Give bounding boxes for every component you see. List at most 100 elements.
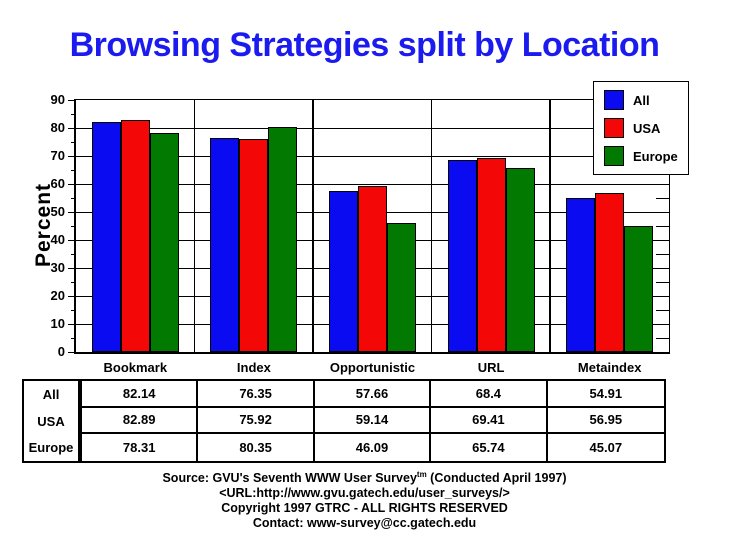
category-label-url: URL <box>477 360 505 375</box>
table-grid: 82.14 76.35 57.66 68.4 54.91 82.89 75.92 59.14 6… <box>80 379 666 463</box>
legend-swatch-all <box>604 90 624 110</box>
bar-usa-opportunistic <box>358 186 387 352</box>
y-axis-tick <box>71 141 76 143</box>
bar-europe-metaindex <box>624 226 654 352</box>
legend-swatch-europe <box>604 146 624 166</box>
plot-area: 0 10 20 30 40 50 60 70 80 90 Bookmark Index Opportun… <box>51 92 670 375</box>
y-axis-tick <box>71 281 76 283</box>
footer-source-line: Source: GVU's Seventh WWW User Surveytm … <box>162 470 567 486</box>
y-axis-minor-tick-right <box>656 309 669 311</box>
results-table: All USA Europe 82.14 76.35 57.66 68.4 54.91 82.… <box>22 379 666 463</box>
chart-title: Browsing Strategies split by Location <box>69 26 660 64</box>
y-axis-tick <box>68 211 76 213</box>
table-row-header: All <box>42 386 60 402</box>
category-label-index: Index <box>236 360 271 375</box>
table-value-cell: 82.89 <box>82 407 199 435</box>
table-value-cell: 69.41 <box>431 407 548 435</box>
bar-all-url <box>447 160 477 352</box>
y-axis-minor-tick-right <box>656 225 669 227</box>
y-axis-tick <box>71 225 76 227</box>
gridline-vertical <box>312 100 314 352</box>
bar-all-bookmark <box>91 122 121 352</box>
table-value-cell: 65.74 <box>431 434 548 461</box>
table-value-cell: 59.14 <box>314 407 432 435</box>
trademark-superscript: tm <box>416 470 427 479</box>
table-value-cell: 68.4 <box>431 381 548 408</box>
bar-usa-index <box>239 139 269 352</box>
y-axis-tick-label: 10 <box>50 316 65 331</box>
category-label-metaindex: Metaindex <box>577 360 642 375</box>
category-label-bookmark: Bookmark <box>103 360 168 375</box>
y-axis-minor-tick-right <box>656 197 669 199</box>
table-value-cell: 45.07 <box>589 440 623 456</box>
footer: Source: GVU's Seventh WWW User Surveytm … <box>0 467 729 531</box>
legend-item-all: All <box>594 90 688 110</box>
table-value-cell: 82.14 <box>82 381 199 408</box>
y-axis-tick-label: 0 <box>57 344 65 359</box>
table-value-cell: 75.92 <box>198 407 315 435</box>
y-axis-tick <box>68 295 76 297</box>
y-axis-tick-label: 50 <box>50 204 65 219</box>
y-axis-tick <box>71 169 76 171</box>
legend-item-europe: Europe <box>594 146 688 166</box>
footer-url-line: <URL:http://www.gvu.gatech.edu/user_surv… <box>219 486 510 501</box>
legend-label-all: All <box>633 92 650 108</box>
y-axis-tick <box>68 183 76 185</box>
y-axis-tick <box>71 113 76 115</box>
y-axis-tick <box>71 309 76 311</box>
y-axis-tick <box>68 99 76 101</box>
legend-item-usa: USA <box>594 118 688 138</box>
y-axis-tick <box>68 155 76 157</box>
legend-swatch-usa <box>604 118 624 138</box>
bar-usa-metaindex <box>595 193 625 352</box>
y-axis-tick <box>68 323 76 325</box>
y-axis-tick <box>71 197 76 199</box>
legend: All USA Europe <box>593 81 689 175</box>
footer-contact-line: Contact: www-survey@cc.gatech.edu <box>252 516 477 531</box>
y-axis-label: Percent <box>32 182 55 268</box>
bar-all-metaindex <box>566 198 596 352</box>
gridline-horizontal <box>76 155 669 157</box>
y-axis-minor-tick-right <box>656 337 669 339</box>
footer-copyright-line: Copyright 1997 GTRC - ALL RIGHTS RESERVE… <box>221 501 508 516</box>
row-header-column: All USA Europe <box>22 379 80 463</box>
table-value-cell: 56.95 <box>547 408 664 435</box>
y-axis-minor-tick-right <box>656 281 669 283</box>
y-axis-tick-label: 80 <box>50 120 65 135</box>
table-row-header: Europe <box>28 440 74 456</box>
gridline-horizontal <box>76 183 669 185</box>
y-axis-tick-label: 90 <box>50 92 65 107</box>
table-value-cell: 80.35 <box>198 434 315 461</box>
y-axis-tick-label: 40 <box>50 232 65 247</box>
y-axis-tick-label: 60 <box>50 176 65 191</box>
gridline-vertical <box>193 100 196 352</box>
y-axis-tick-label: 20 <box>50 288 65 303</box>
table-value-cell: 57.66 <box>314 381 432 408</box>
y-axis-tick-label: 30 <box>50 260 65 275</box>
bar-europe-index <box>268 127 298 352</box>
gridline-vertical <box>549 100 551 352</box>
y-axis-tick <box>68 351 76 353</box>
bar-all-opportunistic <box>329 191 358 352</box>
bar-usa-url <box>476 158 506 352</box>
table-row-header: USA <box>37 413 65 429</box>
y-axis-tick <box>71 253 76 255</box>
legend-label-europe: Europe <box>633 148 678 164</box>
y-axis-tick <box>68 267 76 269</box>
y-axis-minor-tick-right <box>656 253 669 255</box>
table-value-cell: 54.91 <box>547 381 664 408</box>
y-axis-tick <box>68 127 76 129</box>
y-axis-tick <box>68 239 76 241</box>
gridline-vertical <box>430 100 433 352</box>
category-label-opportunistic: Opportunistic <box>329 360 416 375</box>
y-axis-tick <box>71 337 76 339</box>
bar-usa-bookmark <box>120 120 150 352</box>
bar-europe-url <box>505 168 535 352</box>
y-axis-tick-label: 70 <box>50 148 65 163</box>
bar-europe-bookmark <box>149 133 179 352</box>
table-value-cell: 46.09 <box>315 434 432 461</box>
table-value-cell: 76.35 <box>198 381 315 408</box>
table-value-cell: 78.31 <box>82 434 199 461</box>
bar-all-index <box>210 138 240 352</box>
